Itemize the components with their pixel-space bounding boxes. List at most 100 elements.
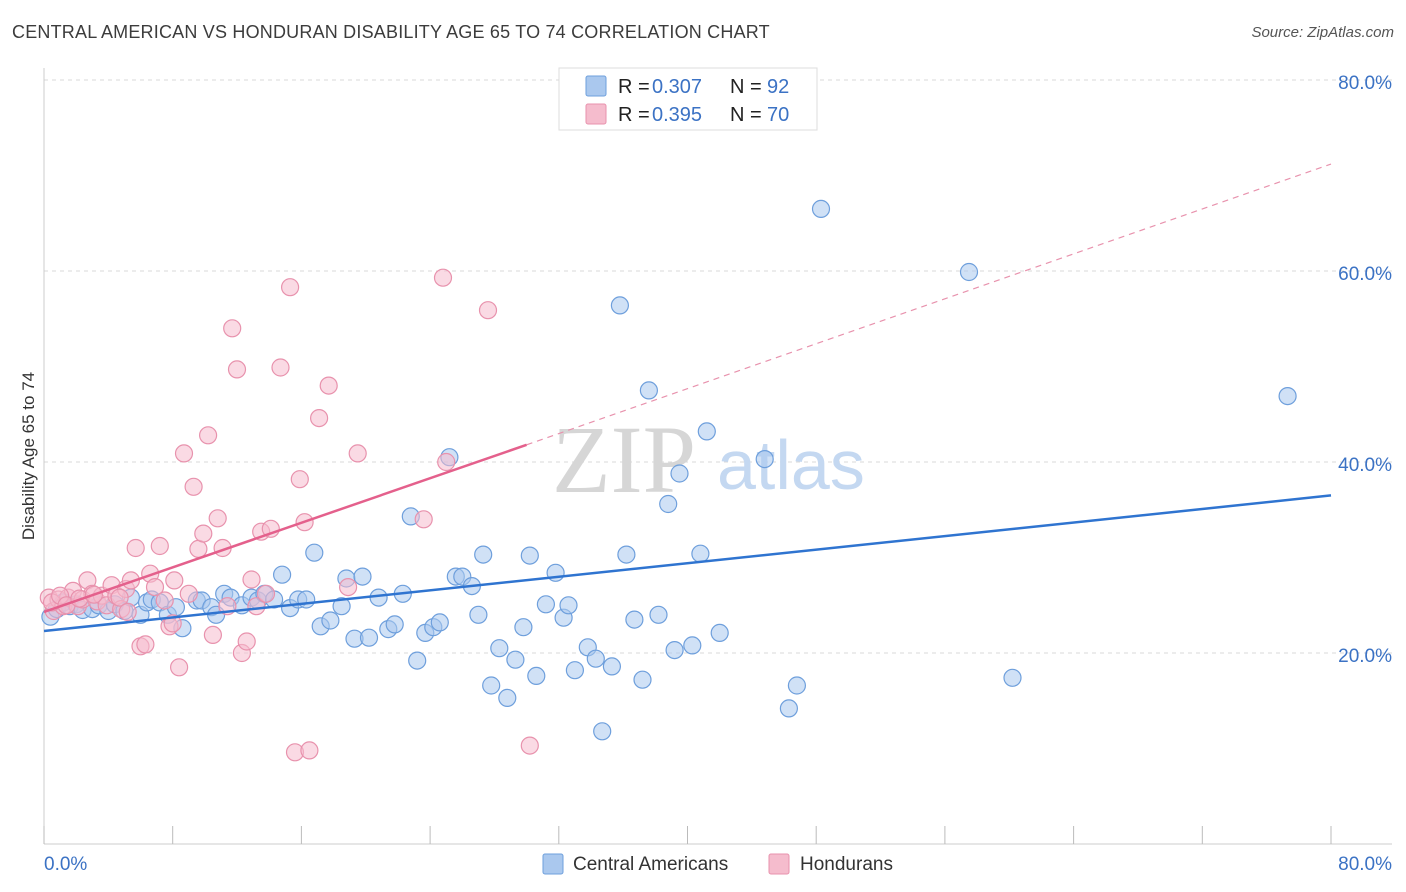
- point-central-americans: [506, 650, 525, 669]
- point-central-americans: [1278, 387, 1297, 406]
- stats-legend: R = 0.307 N = 92 R = 0.395 N = 70: [558, 67, 818, 131]
- point-hondurans: [165, 571, 184, 590]
- point-hondurans: [247, 597, 266, 616]
- legend-r-label: R =: [618, 104, 650, 126]
- point-central-americans: [625, 610, 644, 629]
- point-hondurans: [194, 524, 213, 543]
- point-hondurans: [319, 376, 338, 395]
- data-points: [39, 199, 1297, 762]
- point-central-americans: [593, 722, 612, 741]
- point-central-americans: [297, 590, 316, 609]
- point-central-americans: [787, 676, 807, 695]
- y-tick-label: 40.0%: [1338, 455, 1392, 476]
- point-central-americans: [565, 661, 585, 680]
- legend-n-label: N =: [730, 76, 762, 98]
- series-legend: Central Americans Hondurans: [542, 853, 893, 875]
- point-hondurans: [290, 470, 309, 489]
- point-central-americans: [332, 597, 351, 616]
- point-central-americans: [305, 543, 324, 562]
- y-tick-label: 60.0%: [1338, 264, 1392, 285]
- point-hondurans: [184, 477, 203, 496]
- point-hondurans: [271, 358, 290, 377]
- point-hondurans: [223, 319, 242, 338]
- source-label: Source: ZipAtlas.com: [1251, 24, 1394, 41]
- x-tick-label: 80.0%: [1338, 854, 1392, 875]
- y-axis-label: Disability Age 65 to 74: [19, 372, 38, 540]
- point-hondurans: [300, 741, 319, 760]
- point-central-americans: [469, 605, 488, 624]
- point-central-americans: [779, 699, 799, 718]
- point-central-americans: [697, 422, 716, 441]
- y-tick-label: 20.0%: [1338, 646, 1392, 667]
- point-hondurans: [174, 444, 194, 463]
- point-hondurans: [227, 360, 247, 379]
- legend-label-hondurans: Hondurans: [800, 854, 893, 875]
- x-tick-label: 0.0%: [44, 854, 87, 875]
- point-central-americans: [691, 544, 710, 563]
- point-hondurans: [118, 602, 137, 622]
- tick-labels: 20.0% 40.0% 60.0% 80.0% 0.0% 80.0%: [44, 73, 1392, 875]
- point-central-americans: [527, 666, 546, 686]
- legend-n-value: 92: [767, 76, 789, 98]
- point-hondurans: [437, 452, 456, 472]
- point-hondurans: [110, 588, 129, 607]
- point-hondurans: [126, 538, 145, 558]
- point-hondurans: [242, 570, 261, 589]
- point-hondurans: [208, 509, 227, 528]
- point-central-americans: [273, 565, 292, 584]
- point-central-americans: [498, 688, 517, 708]
- point-hondurans: [433, 268, 453, 287]
- point-hondurans: [179, 584, 198, 603]
- point-central-americans: [683, 636, 702, 655]
- legend-swatch-pink: [585, 103, 607, 125]
- point-central-americans: [610, 296, 630, 315]
- point-central-americans: [639, 381, 659, 400]
- point-central-americans: [602, 657, 622, 676]
- point-central-americans: [659, 494, 678, 514]
- point-hondurans: [281, 278, 300, 297]
- point-hondurans: [189, 539, 208, 559]
- chart-title: CENTRAL AMERICAN VS HONDURAN DISABILITY …: [12, 22, 770, 42]
- trend-line-central-americans: [43, 494, 1332, 633]
- point-hondurans: [145, 577, 165, 597]
- trend-extension-hondurans: [526, 163, 1332, 446]
- trend-line-hondurans: [43, 443, 528, 614]
- point-hondurans: [520, 736, 539, 755]
- point-hondurans: [237, 632, 256, 651]
- point-central-americans: [710, 623, 729, 643]
- watermark-zip: ZIP: [552, 406, 696, 513]
- legend-r-value: 0.395: [652, 104, 702, 126]
- legend-n-label: N =: [730, 104, 762, 126]
- point-hondurans: [155, 591, 174, 610]
- point-central-americans: [633, 670, 652, 689]
- watermark: ZIP atlas: [552, 406, 865, 513]
- axes: [43, 68, 1392, 845]
- point-central-americans: [755, 450, 774, 469]
- point-central-americans: [1003, 668, 1022, 687]
- point-hondurans: [348, 444, 367, 463]
- legend-label-central-americans: Central Americans: [573, 854, 728, 875]
- point-central-americans: [430, 613, 449, 632]
- point-central-americans: [959, 262, 979, 282]
- trend-lines: [43, 163, 1332, 633]
- point-hondurans: [310, 409, 329, 428]
- point-central-americans: [665, 640, 684, 660]
- point-central-americans: [586, 649, 605, 668]
- point-hondurans: [121, 571, 140, 590]
- point-central-americans: [536, 595, 556, 614]
- point-central-americans: [520, 546, 539, 565]
- grid-lines: [44, 79, 1392, 654]
- point-central-americans: [408, 651, 427, 670]
- point-central-americans: [811, 199, 831, 218]
- watermark-atlas: atlas: [717, 426, 865, 504]
- legend-r-value: 0.307: [652, 76, 702, 98]
- point-hondurans: [136, 635, 155, 654]
- point-central-americans: [514, 618, 533, 637]
- point-central-americans: [649, 605, 668, 624]
- point-central-americans: [490, 639, 509, 658]
- legend-swatch-hondurans: [768, 853, 790, 875]
- point-central-americans: [559, 596, 578, 615]
- point-central-americans: [359, 628, 379, 647]
- point-hondurans: [256, 584, 276, 603]
